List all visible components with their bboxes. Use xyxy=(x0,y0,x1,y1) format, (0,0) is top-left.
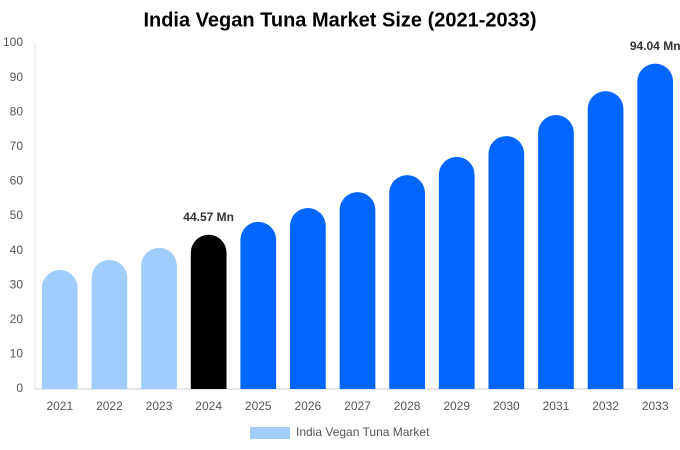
x-tick-label: 2032 xyxy=(592,399,619,413)
bar xyxy=(637,63,674,389)
bar xyxy=(41,269,78,389)
y-tick-label: 70 xyxy=(10,139,24,153)
x-tick-label: 2031 xyxy=(543,399,570,413)
bar xyxy=(290,208,326,389)
bar xyxy=(339,192,376,389)
y-tick-label: 60 xyxy=(10,174,24,188)
x-tick-label: 2033 xyxy=(642,399,669,413)
bar xyxy=(91,259,128,389)
x-tick-label: 2023 xyxy=(146,399,173,413)
y-tick-label: 40 xyxy=(10,243,24,257)
y-tick-label: 10 xyxy=(10,347,24,361)
y-tick-label: 30 xyxy=(10,277,24,291)
y-tick-label: 100 xyxy=(3,35,23,49)
bar xyxy=(389,175,425,389)
legend-label: India Vegan Tuna Market xyxy=(296,425,430,439)
bar xyxy=(141,247,177,389)
bar xyxy=(587,91,624,389)
x-tick-label: 2028 xyxy=(394,399,421,413)
y-tick-label: 20 xyxy=(10,312,24,326)
x-tick-label: 2029 xyxy=(443,399,470,413)
x-tick-label: 2021 xyxy=(46,399,73,413)
bar xyxy=(240,221,277,389)
bar xyxy=(538,114,574,389)
bar xyxy=(438,156,475,389)
y-tick-label: 90 xyxy=(10,70,24,84)
bar xyxy=(488,136,525,389)
x-tick-label: 2026 xyxy=(295,399,322,413)
y-tick-label: 0 xyxy=(16,381,23,395)
x-tick-label: 2025 xyxy=(245,399,272,413)
x-tick-label: 2027 xyxy=(344,399,371,413)
x-tick-label: 2024 xyxy=(195,399,222,413)
x-tick-label: 2030 xyxy=(493,399,520,413)
value-label: 44.57 Mn xyxy=(183,210,234,224)
chart-title: India Vegan Tuna Market Size (2021-2033) xyxy=(143,9,536,31)
bar xyxy=(190,234,227,389)
legend-swatch xyxy=(250,427,290,439)
y-tick-label: 80 xyxy=(10,104,24,118)
x-tick-label: 2022 xyxy=(96,399,123,413)
value-label: 94.04 Mn xyxy=(630,39,680,53)
y-tick-label: 50 xyxy=(10,208,24,222)
